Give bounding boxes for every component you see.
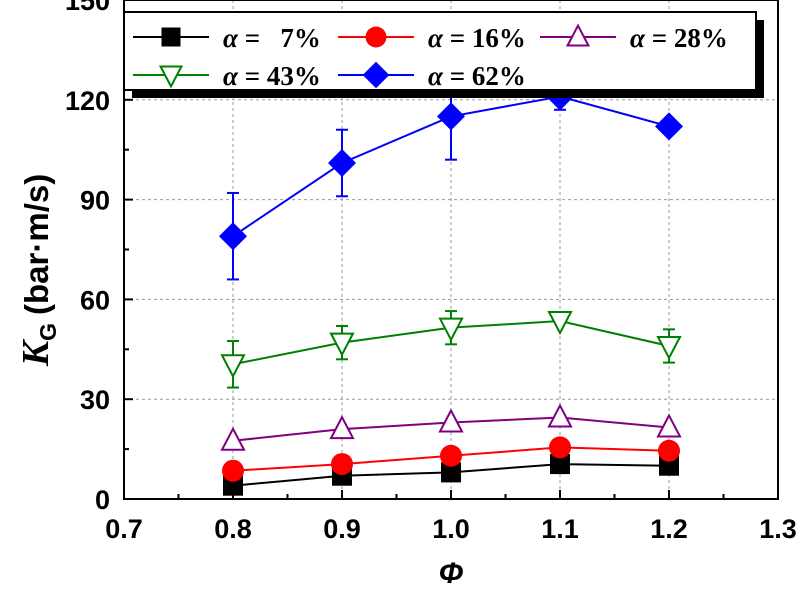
data-point	[549, 436, 571, 459]
y-tick-label: 0	[95, 485, 110, 515]
x-tick-label: 0.9	[323, 514, 361, 544]
x-tick-label: 1.0	[432, 514, 470, 544]
legend-label-greek: α	[428, 61, 444, 91]
legend-label-greek: α	[223, 61, 239, 91]
legend-label-value: = 16%	[443, 23, 526, 53]
legend-label: α = 62%	[428, 61, 526, 91]
legend-label-greek: α	[428, 23, 444, 53]
data-point	[440, 444, 462, 467]
data-point	[656, 413, 682, 438]
data-point	[547, 403, 573, 428]
legend-item-1: α = 16%	[338, 23, 526, 53]
data-point	[438, 317, 464, 342]
data-point	[659, 455, 679, 476]
series-layer	[219, 72, 683, 496]
legend-marker	[158, 65, 184, 89]
y-axis-title-main: K	[15, 338, 57, 367]
legend-label: α = 16%	[428, 23, 526, 53]
legend-marker	[565, 23, 591, 47]
x-axis-title: Φ	[439, 557, 464, 590]
data-point	[219, 222, 247, 251]
x-tick-label: 1.3	[759, 514, 797, 544]
legend: α = 7% α = 16% α = 28%α = 43% α = 62%	[123, 11, 764, 98]
y-tick-label: 90	[80, 186, 110, 216]
data-point	[223, 475, 243, 496]
legend-label-value: = 43%	[238, 61, 321, 91]
series-2	[220, 403, 682, 451]
legend-marker	[362, 61, 390, 89]
x-axis: 0.7 0.8 0.9 1.0 1.1 1.2 1.3	[105, 490, 797, 544]
data-point	[329, 332, 355, 357]
legend-label-value: = 7%	[238, 23, 321, 53]
legend-item-2: α = 28%	[540, 23, 728, 53]
legend-item-3: α = 43%	[133, 61, 321, 91]
data-point	[658, 439, 680, 462]
series-1	[222, 436, 680, 482]
legend-label: α = 7%	[223, 23, 321, 53]
x-tick-label: 0.7	[105, 514, 143, 544]
data-point	[437, 102, 465, 131]
data-point	[331, 453, 353, 476]
legend-marker	[365, 26, 387, 48]
legend-label-value: = 28%	[645, 23, 728, 53]
y-axis-title-unit: (bar·m/s)	[18, 174, 55, 315]
y-axis-title: KG (bar·m/s)	[15, 174, 61, 367]
data-point	[547, 311, 573, 336]
y-axis: 0 30 60 90 120 150	[65, 0, 133, 515]
data-point	[220, 426, 246, 451]
data-point	[550, 454, 570, 475]
series-3	[220, 310, 682, 389]
x-tick-label: 1.1	[541, 514, 579, 544]
data-point	[328, 149, 356, 178]
legend-label: α = 43%	[223, 61, 321, 91]
data-point	[655, 112, 683, 141]
legend-marker	[161, 27, 181, 47]
legend-item-0: α = 7%	[133, 23, 321, 53]
x-tick-label: 0.8	[214, 514, 252, 544]
legend-label-greek: α	[630, 23, 646, 53]
legend-label: α = 28%	[630, 23, 728, 53]
data-point	[329, 414, 355, 440]
legend-label-value: = 62%	[443, 61, 526, 91]
data-point	[438, 408, 464, 433]
legend-box	[123, 11, 757, 91]
y-tick-label: 120	[65, 86, 110, 116]
y-tick-label: 150	[65, 0, 110, 16]
series-0	[223, 454, 679, 496]
series-4	[219, 72, 683, 281]
data-point	[441, 462, 461, 483]
data-point	[222, 459, 244, 482]
data-point	[656, 335, 682, 361]
legend-label-greek: α	[223, 23, 239, 53]
y-axis-title-sub: G	[35, 323, 61, 341]
x-tick-label: 1.2	[650, 514, 688, 544]
y-tick-label: 30	[80, 385, 110, 415]
y-tick-label: 60	[80, 285, 110, 315]
data-point	[220, 354, 246, 379]
legend-item-4: α = 62%	[338, 61, 526, 91]
